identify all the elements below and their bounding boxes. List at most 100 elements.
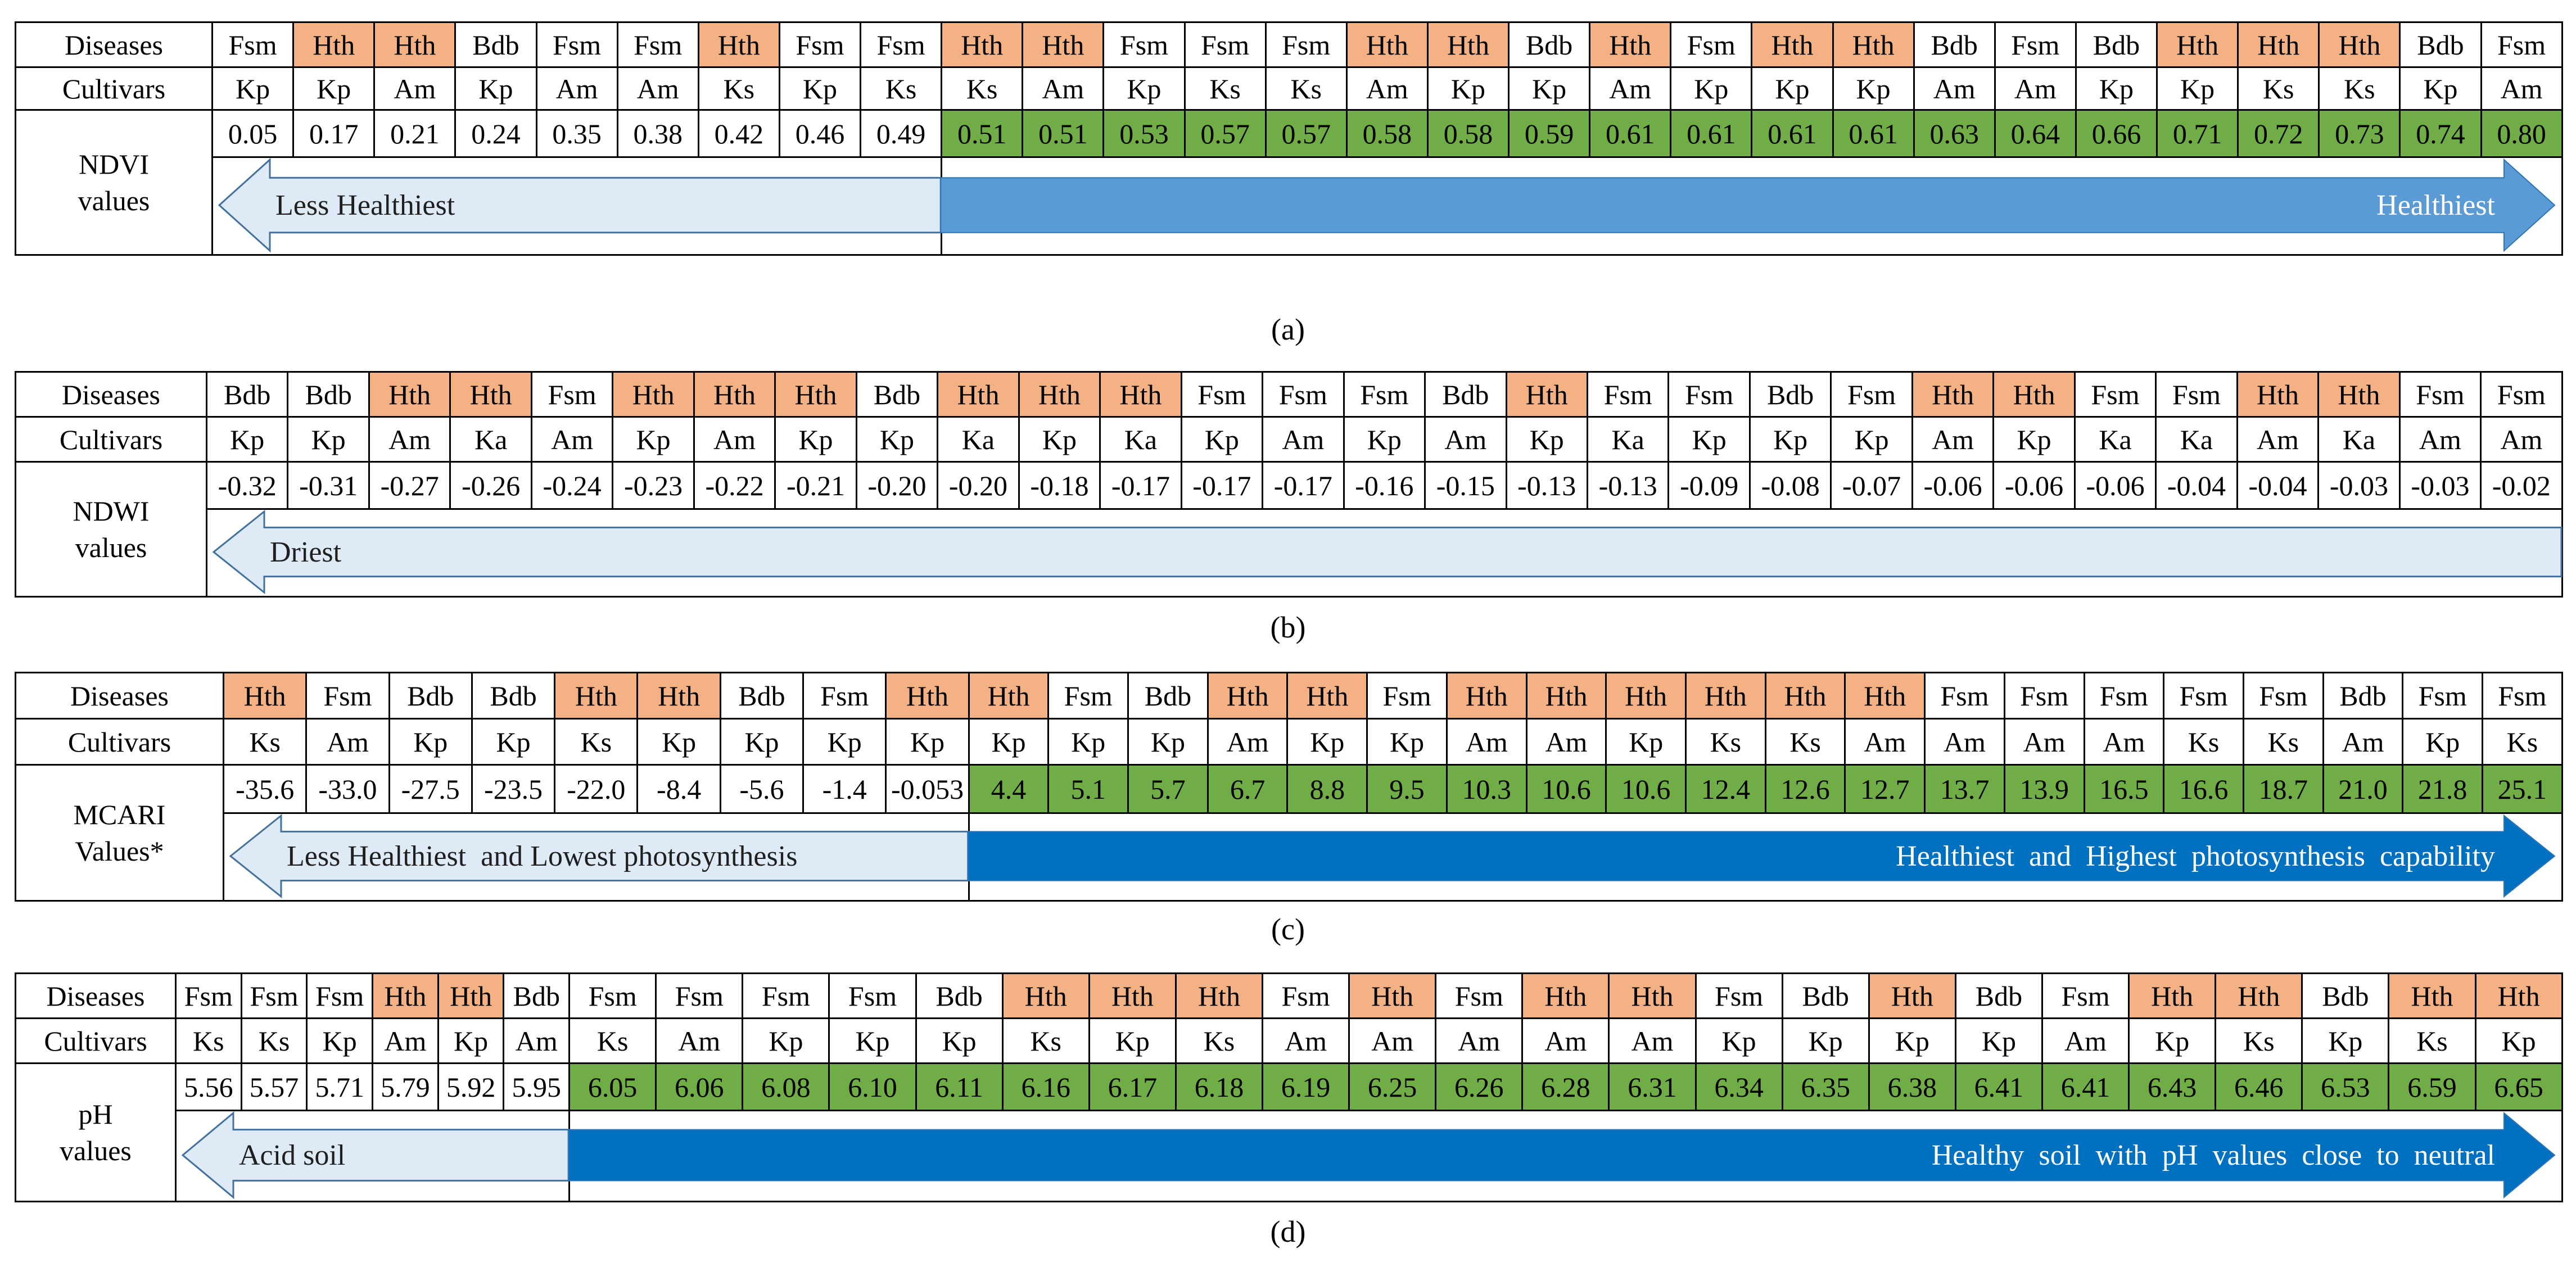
value-cell: 6.11 bbox=[915, 1062, 1004, 1111]
disease-cell: Hth bbox=[1608, 972, 1697, 1019]
trend-arrows: Less Healthiest and Lowest photosynthesi… bbox=[229, 813, 2556, 899]
disease-cell: Hth bbox=[2318, 21, 2401, 68]
disease-cell: Fsm bbox=[778, 21, 862, 68]
value-cell: 6.08 bbox=[742, 1062, 830, 1111]
values-row-label: NDVI values bbox=[15, 109, 213, 256]
cultivar-cell: Am bbox=[2236, 416, 2320, 463]
cultivar-cell: Ka bbox=[2073, 416, 2157, 463]
disease-cell: Fsm bbox=[1667, 371, 1751, 418]
cultivar-cell: Am bbox=[1262, 416, 1345, 463]
cultivar-cell: Kp bbox=[1366, 718, 1448, 766]
value-cell: 5.56 bbox=[175, 1062, 242, 1111]
disease-cell: Hth bbox=[1589, 21, 1672, 68]
value-cell: 6.7 bbox=[1206, 764, 1289, 814]
value-cell: -0.13 bbox=[1505, 461, 1588, 510]
cultivar-cell: Am bbox=[2003, 718, 2085, 766]
cultivars-row: Cultivars Kp Kp Am Ka Am Kp Am Kp Kp Ka Kp Ka Kp Am Kp A… bbox=[15, 416, 2563, 463]
values-label-line: MCARI bbox=[73, 798, 166, 830]
trend-arrows: Less Healthiest Healthiest bbox=[218, 157, 2556, 253]
disease-cell: Hth bbox=[373, 21, 457, 68]
values-row: NDWI values -0.32 -0.31 -0.27 -0.26 -0.24 -0.23… bbox=[15, 461, 2563, 598]
value-cell: 21.8 bbox=[2402, 764, 2484, 814]
value-cell: -22.0 bbox=[554, 764, 639, 814]
disease-cell: Hth bbox=[1521, 972, 1610, 1019]
disease-cell: Fsm bbox=[1261, 972, 1350, 1019]
left-arrow bbox=[212, 509, 2563, 595]
cultivar-cell: Am bbox=[2041, 1017, 2130, 1064]
disease-cell: Hth bbox=[693, 371, 776, 418]
right-arrow bbox=[967, 814, 2556, 898]
disease-cell: Fsm bbox=[655, 972, 744, 1019]
value-cell: 5.79 bbox=[372, 1062, 439, 1111]
value-cell: 0.21 bbox=[373, 109, 457, 158]
cultivar-cell: Kp bbox=[885, 718, 970, 766]
value-cell: 0.58 bbox=[1426, 109, 1510, 158]
caption-b: (b) bbox=[1270, 610, 1306, 644]
cultivar-cell: Ks bbox=[2482, 718, 2563, 766]
disease-cell: Fsm bbox=[1264, 21, 1348, 68]
disease-cell: Fsm bbox=[2480, 21, 2563, 68]
cultivar-cell: Kp bbox=[388, 718, 473, 766]
value-cell: 0.51 bbox=[941, 109, 1024, 158]
cultivar-cell: Kp bbox=[1748, 416, 1832, 463]
disease-cell: Hth bbox=[292, 21, 376, 68]
cultivar-cell: Am bbox=[1589, 66, 1672, 111]
cultivar-cell: Ks bbox=[1174, 1017, 1264, 1064]
cultivar-cell: Kp bbox=[612, 416, 695, 463]
value-cell: -0.31 bbox=[287, 461, 370, 510]
value-cell: 6.41 bbox=[1954, 1062, 2043, 1111]
value-cell: 0.61 bbox=[1751, 109, 1834, 158]
value-cell: -0.09 bbox=[1667, 461, 1751, 510]
value-cell: -0.04 bbox=[2236, 461, 2320, 510]
disease-cell: Fsm bbox=[240, 972, 308, 1019]
value-cell: 0.72 bbox=[2237, 109, 2320, 158]
disease-cell: Bdb bbox=[287, 371, 370, 418]
cultivar-cell: Am bbox=[530, 416, 614, 463]
disease-cell: Hth bbox=[1844, 672, 1926, 720]
disease-cell: Hth bbox=[1174, 972, 1264, 1019]
value-cell: 0.51 bbox=[1022, 109, 1105, 158]
value-cell: 0.74 bbox=[2399, 109, 2482, 158]
cultivar-cell: Am bbox=[1435, 1017, 1524, 1064]
value-cell: 0.71 bbox=[2155, 109, 2239, 158]
cultivar-cell: Kp bbox=[471, 718, 556, 766]
value-cell: -0.15 bbox=[1424, 461, 1507, 510]
value-cell: -0.07 bbox=[1830, 461, 1913, 510]
cultivar-cell: Kp bbox=[2402, 718, 2484, 766]
disease-cell: Hth bbox=[636, 672, 721, 720]
value-cell: 6.19 bbox=[1261, 1062, 1350, 1111]
disease-cell: Hth bbox=[1345, 21, 1429, 68]
value-cell: 5.71 bbox=[306, 1062, 374, 1111]
cultivars-row: Cultivars Ks Am Kp Kp Ks Kp Kp Kp Kp Kp Kp Kp Am Kp Kp A… bbox=[15, 718, 2563, 766]
cultivar-cell: Kp bbox=[2474, 1017, 2563, 1064]
disease-cell: Fsm bbox=[530, 371, 614, 418]
value-cell: -0.03 bbox=[2398, 461, 2482, 510]
disease-cell: Fsm bbox=[2480, 371, 2563, 418]
value-cell: 6.53 bbox=[2301, 1062, 2390, 1111]
value-cell: 10.6 bbox=[1525, 764, 1607, 814]
value-cell: 6.25 bbox=[1348, 1062, 1437, 1111]
cultivar-cell: Kp bbox=[1667, 416, 1751, 463]
cultivar-cell: Ks bbox=[2388, 1017, 2476, 1064]
cultivar-cell: Kp bbox=[1047, 718, 1129, 766]
cultivar-cell: Am bbox=[1913, 66, 1996, 111]
disease-cell: Fsm bbox=[1180, 371, 1264, 418]
value-cell: -0.17 bbox=[1180, 461, 1264, 510]
value-cell: 4.4 bbox=[968, 764, 1050, 814]
disease-cell: Fsm bbox=[2073, 371, 2157, 418]
cultivar-cell: Am bbox=[616, 66, 699, 111]
cultivar-cell: Kp bbox=[1832, 66, 1915, 111]
disease-cell: Fsm bbox=[1694, 972, 1783, 1019]
cultivar-cell: Kp bbox=[1018, 416, 1101, 463]
diseases-row: Diseases Fsm Hth Hth Bdb Fsm Fsm Hth Fsm Fsm Hth Ht… bbox=[15, 21, 2563, 68]
disease-cell: Hth bbox=[437, 972, 505, 1019]
cultivar-cell: Am bbox=[1424, 416, 1507, 463]
value-cell: 10.3 bbox=[1445, 764, 1527, 814]
disease-cell: Fsm bbox=[1366, 672, 1448, 720]
disease-cell: Fsm bbox=[535, 21, 618, 68]
disease-cell: Fsm bbox=[1924, 672, 2005, 720]
cultivars-row-label: Cultivars bbox=[15, 1017, 177, 1064]
disease-cell: Bdb bbox=[1913, 21, 1996, 68]
cultivar-cell: Kp bbox=[1343, 416, 1426, 463]
cultivar-cell: Am bbox=[2322, 718, 2404, 766]
